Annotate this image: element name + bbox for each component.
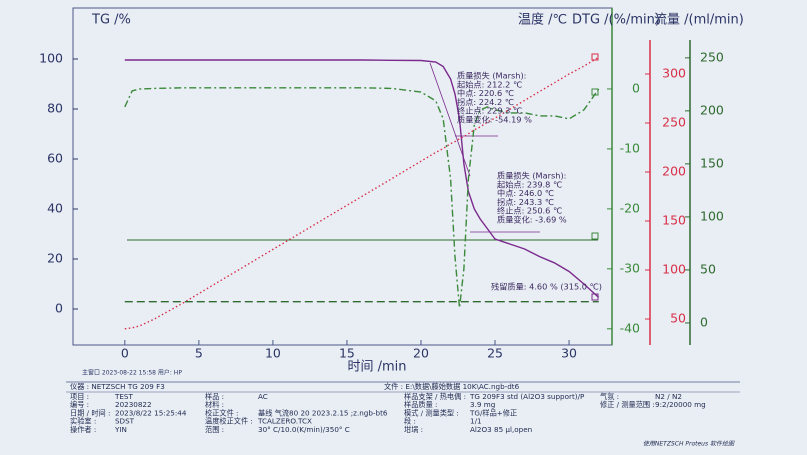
x-tick-label: 0 — [121, 346, 129, 361]
info-label: 样品支架 / 热电偶 : — [404, 392, 466, 401]
y2-tick-label: 0 — [632, 80, 640, 95]
y4-axis-title: 流量 /(ml/min) — [654, 13, 744, 28]
annotation: 质量损失 (Marsh): — [497, 171, 566, 181]
y-tick-label: 40 — [47, 201, 63, 216]
y2-axis-title: DTG /(%/min) — [572, 13, 660, 28]
info-label: 温度校正文件 : — [205, 417, 253, 426]
y3-tick-label: 200 — [662, 163, 686, 178]
info-value: 基线 气流80 20 2023.2.15 ;z.ngb-bt6 — [258, 408, 388, 417]
y2-tick-label: -30 — [620, 260, 640, 275]
annotation: 中点: 220.6 ℃ — [457, 88, 514, 98]
y2-tick-label: -10 — [620, 140, 640, 155]
info-value: TG 209F3 std (Al2O3 support)/P — [469, 392, 585, 401]
series-line — [124, 59, 600, 299]
info-file: 文件 : E:\数据\藤始数据 10K\AC.ngb-dt6 — [384, 382, 520, 391]
info-value: TEST — [114, 392, 133, 401]
y3-tick-label: 300 — [662, 65, 686, 80]
annotation: 残留质量: 4.60 % (315.0 ℃) — [491, 282, 602, 292]
marker — [591, 232, 599, 240]
annotation: 起始点: 212.2 ℃ — [457, 79, 522, 89]
info-instrument: 仪器 : NETZSCH TG 209 F3 — [70, 382, 165, 391]
annotation: 质量变化: -54.19 % — [457, 115, 532, 125]
annotation: 终止点: 229.3 ℃ — [457, 106, 522, 116]
info-label: 坩埚 : — [404, 425, 423, 434]
marker — [591, 53, 599, 61]
info-label: 样品 : — [205, 392, 224, 401]
info-label: 操作者 : — [70, 425, 96, 434]
y-tick-label: 60 — [47, 151, 63, 166]
y-tick-label: 100 — [39, 51, 63, 66]
x-tick-label: 5 — [195, 346, 203, 361]
y-tick-label: 20 — [47, 251, 63, 266]
y4-tick-label: 100 — [700, 208, 724, 223]
info-value: 9:2/20000 mg — [655, 400, 706, 409]
y3-tick-label: 50 — [670, 311, 686, 326]
x-axis-title: 时间 /min — [347, 360, 406, 375]
window-label: 主窗口 2023-08-22 15:58 用户: HP — [82, 369, 182, 377]
y4-tick-label: 250 — [700, 49, 724, 64]
info-label: 日期 / 时间 : — [70, 408, 110, 417]
info-label: 编号 : — [70, 400, 89, 409]
info-label: 实验室 : — [70, 417, 96, 426]
y-tick-label: 80 — [47, 101, 63, 116]
annotation: 终止点: 250.6 ℃ — [497, 206, 562, 216]
info-label: 气氛 : — [600, 392, 619, 401]
info-value: SDST — [115, 417, 135, 426]
y3-axis-title: 温度 /℃ — [518, 12, 567, 28]
info-value: TCALZERO.TCX — [257, 417, 312, 426]
y-axis-title: TG /% — [91, 13, 131, 28]
annotation: 拐点: 224.2 ℃ — [457, 97, 514, 107]
y3-tick-label: 100 — [662, 262, 686, 277]
y4-tick-label: 200 — [700, 102, 724, 117]
info-label: 项目 : — [70, 392, 89, 401]
info-value: TG/样品+修正 — [469, 408, 517, 417]
info-value: 2023/8/22 15:25:44 — [115, 408, 187, 417]
info-value: Al2O3 85 µl,open — [470, 425, 532, 434]
info-value: 20230822 — [115, 400, 152, 409]
annotation: 质量损失 (Marsh): — [457, 71, 526, 81]
info-label: 样品质量 : — [404, 400, 437, 409]
x-tick-label: 15 — [339, 346, 355, 361]
annotation: 质量变化: -3.69 % — [497, 215, 567, 225]
info-value: AC — [258, 392, 268, 401]
y-tick-label: 0 — [55, 301, 63, 316]
info-value: 30° C/10.0(K/min)/350° C — [258, 425, 350, 434]
info-label: 修正 / 测量范围 : — [600, 400, 655, 409]
info-footer: 使用NETZSCH Proteus 软件绘图 — [643, 440, 735, 448]
y2-tick-label: -40 — [620, 320, 640, 335]
y4-tick-label: 50 — [700, 261, 716, 276]
info-label: 段 : — [404, 417, 416, 426]
info-value: 3.9 mg — [470, 400, 495, 409]
annotation: 拐点: 243.3 ℃ — [497, 197, 554, 207]
info-value: 1/1 — [470, 417, 482, 426]
y2-tick-label: -20 — [620, 200, 640, 215]
info-value: N2 / N2 — [655, 392, 682, 401]
info-label: 校正文件 : — [205, 408, 238, 417]
y4-tick-label: 0 — [700, 314, 708, 329]
info-label: 范围 : — [205, 425, 224, 434]
annotation: 中点: 246.0 ℃ — [497, 188, 554, 198]
annotation: 起始点: 239.8 ℃ — [497, 179, 562, 189]
x-tick-label: 20 — [413, 346, 429, 361]
x-tick-label: 25 — [487, 346, 503, 361]
y3-tick-label: 150 — [662, 213, 686, 228]
y3-tick-label: 250 — [662, 114, 686, 129]
x-tick-label: 30 — [561, 346, 577, 361]
x-tick-label: 10 — [265, 346, 281, 361]
info-label: 模式 / 测量类型 : — [404, 408, 459, 417]
info-value: YIN — [114, 425, 127, 434]
info-label: 材料 : — [205, 400, 224, 409]
y4-tick-label: 150 — [700, 155, 724, 170]
